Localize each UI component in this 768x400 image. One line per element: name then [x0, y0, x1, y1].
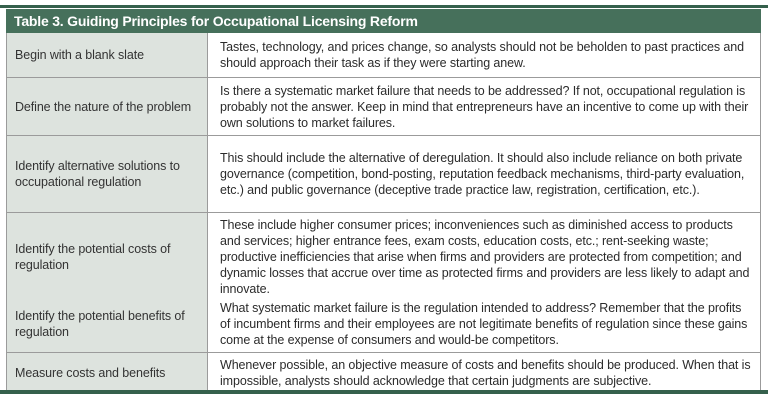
principle-text: Identify the potential costs of regulati… — [15, 242, 171, 272]
principle-cell: Begin with a blank slate — [7, 33, 208, 77]
description-text: These include higher consumer prices; in… — [220, 218, 750, 296]
table-body: Begin with a blank slate Tastes, technol… — [6, 33, 761, 393]
bottom-green-rule — [0, 390, 768, 394]
principle-cell: Measure costs and benefits — [7, 353, 208, 393]
table-title: Table 3. Guiding Principles for Occupati… — [14, 13, 418, 29]
description-cell: Tastes, technology, and prices change, s… — [208, 33, 760, 77]
description-text: Is there a systematic market failure tha… — [220, 83, 749, 130]
top-green-rule — [0, 5, 768, 8]
table-row: Identify the potential costs of regulati… — [7, 212, 760, 301]
table-row: Identify alternative solutions to occupa… — [7, 135, 760, 212]
description-text: What systematic market failure is the re… — [220, 300, 748, 347]
description-cell: What systematic market failure is the re… — [208, 295, 760, 352]
principle-cell: Identify alternative solutions to occupa… — [7, 136, 208, 212]
table-row: Identify the potential benefits of regul… — [7, 294, 760, 352]
principle-cell: Define the nature of the problem — [7, 78, 208, 135]
description-text: Whenever possible, an objective measure … — [220, 358, 751, 388]
description-cell: This should include the alternative of d… — [208, 136, 760, 212]
description-cell: Is there a systematic market failure tha… — [208, 78, 760, 135]
table-row: Begin with a blank slate Tastes, technol… — [7, 33, 760, 77]
description-text: Tastes, technology, and prices change, s… — [220, 40, 744, 70]
description-text: This should include the alternative of d… — [220, 151, 745, 197]
description-cell: These include higher consumer prices; in… — [208, 213, 760, 301]
principle-text: Measure costs and benefits — [15, 366, 166, 380]
principle-text: Identify the potential benefits of regul… — [15, 308, 185, 339]
principle-text: Define the nature of the problem — [15, 99, 192, 114]
description-cell: Whenever possible, an objective measure … — [208, 353, 760, 393]
table-header: Table 3. Guiding Principles for Occupati… — [6, 9, 761, 33]
table-row: Measure costs and benefits Whenever poss… — [7, 352, 760, 393]
principles-table: Table 3. Guiding Principles for Occupati… — [6, 9, 761, 393]
principle-cell: Identify the potential benefits of regul… — [7, 295, 208, 352]
principle-text: Begin with a blank slate — [15, 48, 144, 62]
principle-cell: Identify the potential costs of regulati… — [7, 213, 208, 301]
principle-text: Identify alternative solutions to occupa… — [15, 159, 180, 189]
table-row: Define the nature of the problem Is ther… — [7, 77, 760, 135]
